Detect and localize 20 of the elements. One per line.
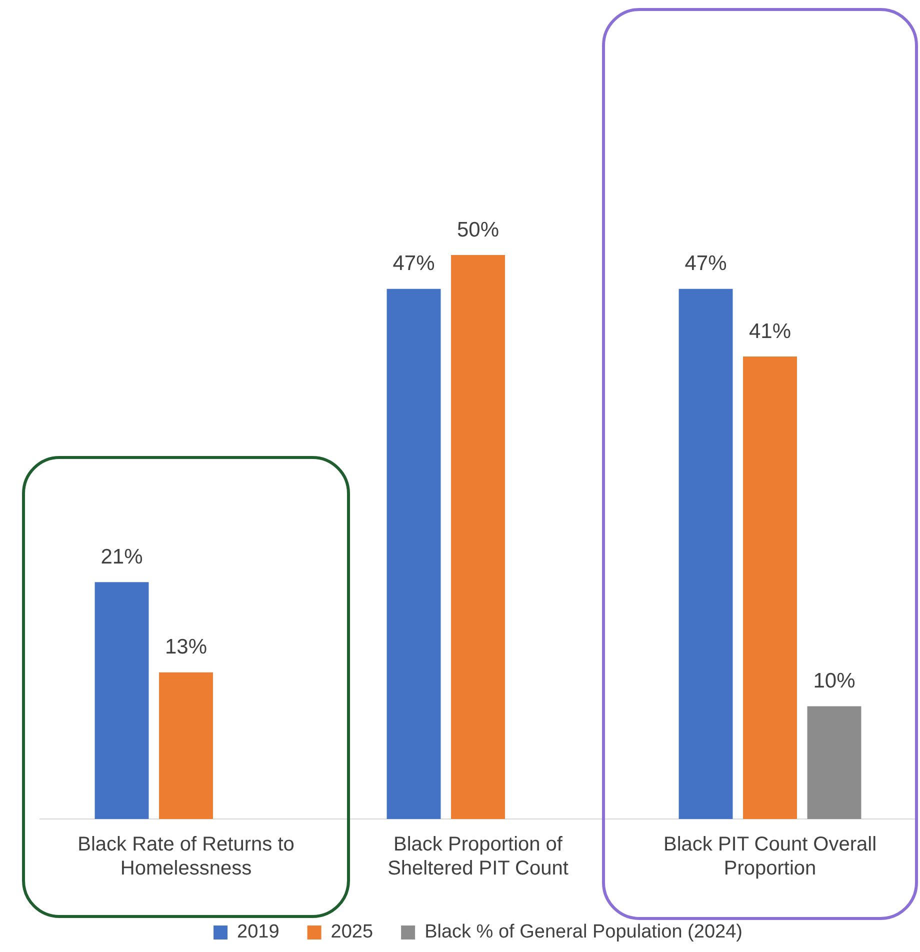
data-label: 21% <box>100 545 143 568</box>
data-label: 13% <box>164 636 208 659</box>
bar <box>678 288 733 819</box>
bar <box>94 582 149 819</box>
bar <box>451 255 505 819</box>
bar <box>159 672 213 819</box>
data-label: 47% <box>392 252 435 276</box>
legend-label: 2019 <box>237 922 280 943</box>
data-label: 50% <box>456 218 500 242</box>
legend-label: 2025 <box>330 922 374 943</box>
x-tick-label: Black Rate of Returns to Homelessness <box>78 834 294 880</box>
bar <box>386 288 441 819</box>
bar <box>743 356 797 819</box>
legend-label: Black % of General Population (2024) <box>424 922 742 943</box>
x-tick-label: Black PIT Count Overall Proportion <box>663 834 877 880</box>
data-label: 41% <box>748 320 792 343</box>
bar <box>807 706 862 819</box>
data-label: 10% <box>813 669 856 692</box>
data-label: 47% <box>684 252 727 276</box>
x-tick-label: Black Proportion of Sheltered PIT Count <box>388 834 569 880</box>
